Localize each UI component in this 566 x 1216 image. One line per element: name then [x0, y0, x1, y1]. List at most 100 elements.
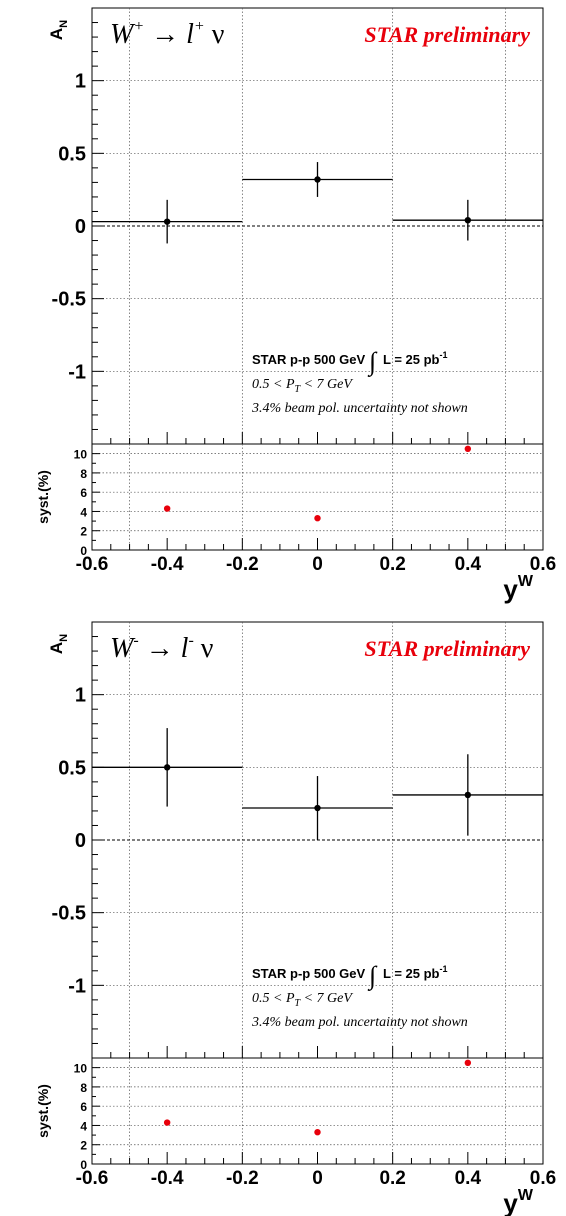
data-marker	[464, 216, 472, 224]
annotation-pt-low: 0.5 < P	[252, 991, 295, 1006]
data-marker	[314, 804, 321, 812]
y-tick-label: 0	[75, 830, 86, 852]
annotation-line2: 0.5 < PT < 7 GeV	[252, 991, 353, 1009]
syst-point-2	[314, 515, 321, 522]
syst-y-tick-label: 10	[74, 1062, 88, 1076]
data-marker	[163, 218, 171, 225]
title-lepton: l	[186, 19, 194, 50]
data-point-3	[392, 754, 543, 836]
annotation-line3: 3.4% beam pol. uncertainty not shown	[251, 401, 468, 416]
x-axis-label-sup: W	[518, 573, 534, 590]
annotation-pt-sub: T	[295, 998, 302, 1009]
y-axis-label-sub: N	[58, 634, 70, 642]
title-lepton-charge: +	[194, 18, 205, 35]
preliminary-label: STAR preliminary	[364, 636, 530, 661]
data-marker	[464, 791, 472, 799]
y-tick-label: -0.5	[52, 903, 86, 925]
annotation-experiment: STAR p-p 500 GeV	[252, 966, 366, 981]
y-tick-label: 0	[75, 216, 86, 238]
y-axis-label-sub: N	[58, 20, 70, 28]
annotation-line2: 0.5 < PT < 7 GeV	[252, 377, 353, 395]
syst-y-tick-label: 2	[80, 1139, 87, 1153]
title-lepton: l	[181, 633, 189, 664]
x-axis-label-main: y	[503, 1188, 518, 1216]
y-axis-label-main: A	[47, 28, 66, 40]
x-axis-label: yW	[503, 573, 533, 604]
y-axis-label: AN	[47, 634, 70, 654]
syst-point-1	[163, 1119, 171, 1126]
title-lepton-charge: -	[188, 632, 193, 649]
chart-panel-1: 1 0.5 0 -0.5 -1 -0.6 -0.4 -0.2 0 0.2 0.4 0.6 10 8 6 4 2 0…	[35, 7, 556, 604]
integral-sign-icon: ∫	[367, 961, 378, 991]
x-axis-label-main: y	[503, 574, 518, 604]
x-tick-label: 0.4	[455, 554, 482, 575]
syst-point-3	[464, 445, 472, 453]
title-boson-charge: +	[133, 18, 144, 35]
x-tick-label: -0.2	[226, 1168, 259, 1189]
x-tick-label: -0.4	[151, 554, 184, 575]
data-point-3	[392, 199, 543, 241]
y-tick-label: 0.5	[58, 757, 86, 779]
x-tick-label: 0.2	[379, 554, 405, 575]
data-point-1	[92, 728, 243, 807]
annotation-lumi: L = 25 pb-1	[383, 964, 448, 981]
y-tick-label: -1	[68, 361, 86, 383]
data-point-2	[242, 162, 393, 197]
syst-plot-frame	[91, 1057, 544, 1165]
syst-y-tick-label: 8	[80, 1081, 87, 1095]
integral-sign-icon: ∫	[367, 347, 378, 377]
chart-title: W+ → l+ ν	[110, 18, 224, 50]
title-arrow: →	[144, 19, 186, 50]
annotation-lumi-value: L = 25 pb	[383, 352, 440, 367]
title-neutrino: ν	[205, 19, 225, 50]
syst-y-tick-label: 8	[80, 467, 87, 481]
syst-y-tick-label: 4	[80, 505, 87, 519]
syst-y-tick-label: 0	[80, 544, 87, 558]
x-axis-label: yW	[503, 1187, 533, 1216]
annotation-lumi: L = 25 pb-1	[383, 350, 448, 367]
syst-point-1	[163, 505, 171, 512]
annotation-pt-high: < 7 GeV	[300, 991, 353, 1006]
syst-y-tick-label: 10	[74, 448, 88, 462]
y-tick-label: 1	[75, 685, 86, 707]
annotation-line3: 3.4% beam pol. uncertainty not shown	[251, 1015, 468, 1030]
annotation-pt-low: 0.5 < P	[252, 377, 295, 392]
x-tick-label: -0.4	[151, 1168, 184, 1189]
x-axis-label-sup: W	[518, 1187, 534, 1204]
syst-point-3	[464, 1059, 472, 1067]
title-neutrino: ν	[194, 633, 214, 664]
annotation-line1: STAR p-p 500 GeV	[252, 966, 366, 981]
data-point-2	[242, 776, 393, 840]
data-point-1	[92, 199, 243, 244]
annotation-pt-high: < 7 GeV	[300, 377, 353, 392]
annotation-lumi-sup: -1	[439, 350, 447, 360]
annotation-experiment: STAR p-p 500 GeV	[252, 352, 366, 367]
syst-y-tick-label: 0	[80, 1158, 87, 1172]
y-tick-label: 1	[75, 71, 86, 93]
syst-y-tick-label: 6	[80, 1100, 87, 1114]
preliminary-label: STAR preliminary	[364, 22, 530, 47]
annotation-pt-sub: T	[295, 384, 302, 395]
x-tick-label: 0.4	[455, 1168, 482, 1189]
syst-axis-label: syst.(%)	[35, 1084, 51, 1138]
x-tick-label: -0.6	[76, 554, 109, 575]
x-tick-label: 0.2	[379, 1168, 405, 1189]
x-tick-label: 0.6	[530, 1168, 556, 1189]
syst-axis-label: syst.(%)	[35, 470, 51, 524]
data-marker	[314, 176, 321, 183]
data-marker	[163, 764, 171, 771]
y-axis-label: AN	[47, 20, 70, 40]
y-axis-label-main: A	[47, 642, 66, 654]
x-tick-label: -0.2	[226, 554, 259, 575]
annotation-lumi-sup: -1	[439, 964, 447, 974]
x-tick-label: 0	[312, 1168, 323, 1189]
syst-plot-frame	[91, 443, 544, 551]
syst-y-tick-label: 2	[80, 525, 87, 539]
annotation-line1: STAR p-p 500 GeV	[252, 352, 366, 367]
y-tick-label: -1	[68, 975, 86, 997]
title-arrow: →	[139, 633, 181, 664]
chart-title: W- → l- ν	[110, 632, 213, 664]
y-tick-label: 0.5	[58, 143, 86, 165]
syst-y-tick-label: 6	[80, 486, 87, 500]
